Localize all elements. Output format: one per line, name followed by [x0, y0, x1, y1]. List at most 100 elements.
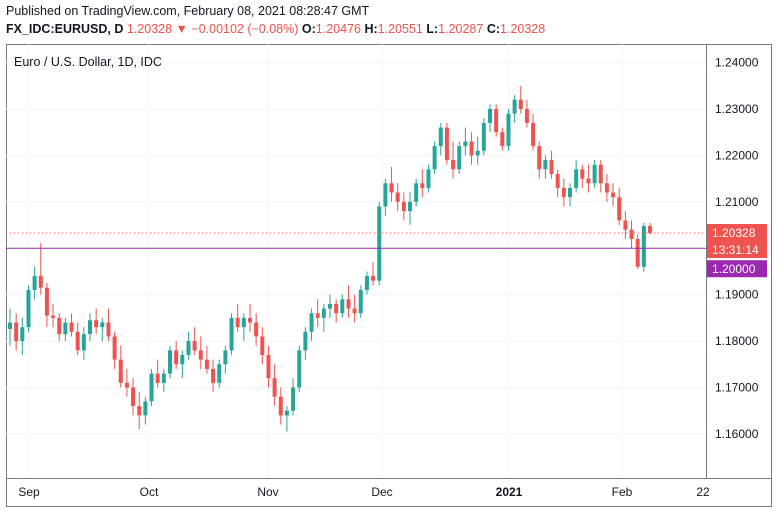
candle[interactable] — [241, 313, 246, 342]
candle[interactable] — [592, 160, 597, 188]
candle[interactable] — [284, 406, 289, 432]
candle[interactable] — [118, 345, 123, 388]
candle[interactable] — [88, 313, 92, 342]
candle[interactable] — [500, 127, 505, 151]
candle[interactable] — [161, 368, 166, 393]
candle[interactable] — [149, 368, 154, 407]
candle[interactable] — [512, 95, 517, 123]
candle[interactable] — [377, 201, 382, 286]
candle[interactable] — [488, 104, 492, 133]
candle[interactable] — [389, 167, 394, 202]
candle[interactable] — [457, 141, 462, 174]
candle[interactable] — [463, 127, 468, 156]
candle[interactable] — [211, 359, 216, 393]
candle[interactable] — [143, 396, 148, 425]
candle[interactable] — [303, 327, 308, 360]
candle[interactable] — [254, 313, 259, 346]
candle[interactable] — [248, 303, 252, 332]
candle[interactable] — [524, 99, 529, 128]
candle[interactable] — [438, 122, 443, 156]
candle[interactable] — [204, 345, 209, 374]
candle[interactable] — [44, 283, 49, 328]
candle[interactable] — [38, 243, 43, 295]
candle[interactable] — [408, 192, 412, 226]
candle[interactable] — [229, 313, 234, 355]
candle[interactable] — [235, 303, 240, 332]
candle[interactable] — [260, 327, 265, 365]
candle[interactable] — [537, 141, 542, 179]
candle[interactable] — [315, 299, 320, 328]
candle[interactable] — [432, 141, 437, 174]
candle[interactable] — [451, 141, 456, 179]
candle[interactable] — [63, 317, 68, 342]
candle[interactable] — [51, 303, 56, 328]
candle[interactable] — [635, 234, 640, 270]
candle[interactable] — [475, 136, 480, 165]
candle[interactable] — [180, 350, 185, 379]
candle[interactable] — [291, 378, 296, 416]
candle[interactable] — [112, 331, 117, 369]
candle[interactable] — [81, 327, 86, 360]
candle[interactable] — [444, 122, 449, 165]
candle[interactable] — [420, 169, 425, 198]
candle[interactable] — [549, 150, 554, 179]
candle[interactable] — [334, 299, 339, 323]
candle[interactable] — [641, 222, 646, 272]
candle[interactable] — [469, 132, 474, 165]
candle[interactable] — [371, 262, 376, 286]
candle[interactable] — [506, 108, 511, 151]
candle[interactable] — [426, 164, 431, 193]
candle[interactable] — [580, 164, 585, 188]
candle[interactable] — [340, 294, 345, 318]
candle[interactable] — [32, 266, 37, 300]
candle[interactable] — [8, 308, 12, 346]
candle[interactable] — [586, 164, 591, 193]
candle[interactable] — [494, 104, 499, 137]
candle[interactable] — [100, 317, 105, 342]
candle[interactable] — [617, 187, 622, 226]
candle[interactable] — [629, 220, 634, 249]
candle[interactable] — [192, 327, 197, 355]
candle[interactable] — [383, 178, 388, 216]
candle[interactable] — [57, 313, 62, 342]
candle[interactable] — [124, 368, 129, 397]
candle[interactable] — [321, 303, 326, 332]
candle[interactable] — [531, 113, 536, 151]
candle[interactable] — [358, 285, 363, 318]
candle[interactable] — [137, 392, 142, 430]
candle[interactable] — [69, 313, 74, 337]
candle[interactable] — [481, 118, 486, 156]
candle[interactable] — [352, 294, 357, 323]
candle[interactable] — [106, 308, 111, 342]
candle[interactable] — [278, 387, 283, 425]
candle[interactable] — [198, 336, 203, 369]
candle[interactable] — [186, 331, 191, 360]
candle[interactable] — [217, 359, 222, 388]
candle[interactable] — [75, 322, 80, 355]
candle[interactable] — [266, 345, 271, 388]
candle[interactable] — [395, 183, 400, 212]
candle[interactable] — [574, 160, 579, 193]
candle[interactable] — [598, 160, 603, 193]
candle[interactable] — [272, 364, 277, 407]
candle[interactable] — [555, 169, 560, 198]
candle[interactable] — [168, 345, 172, 379]
candle[interactable] — [26, 285, 31, 332]
candle[interactable] — [346, 285, 351, 318]
candle[interactable] — [623, 211, 628, 239]
candle[interactable] — [155, 359, 160, 388]
candle[interactable] — [561, 178, 566, 207]
candle[interactable] — [20, 317, 25, 355]
candle[interactable] — [94, 308, 99, 335]
candle[interactable] — [309, 308, 314, 342]
candle[interactable] — [604, 173, 609, 202]
candle[interactable] — [401, 192, 406, 221]
candle[interactable] — [131, 378, 136, 416]
candle[interactable] — [543, 155, 548, 179]
candle[interactable] — [518, 85, 523, 114]
candle[interactable] — [328, 294, 332, 318]
candle[interactable] — [14, 313, 19, 351]
candle[interactable] — [611, 183, 616, 207]
candle[interactable] — [414, 178, 419, 207]
